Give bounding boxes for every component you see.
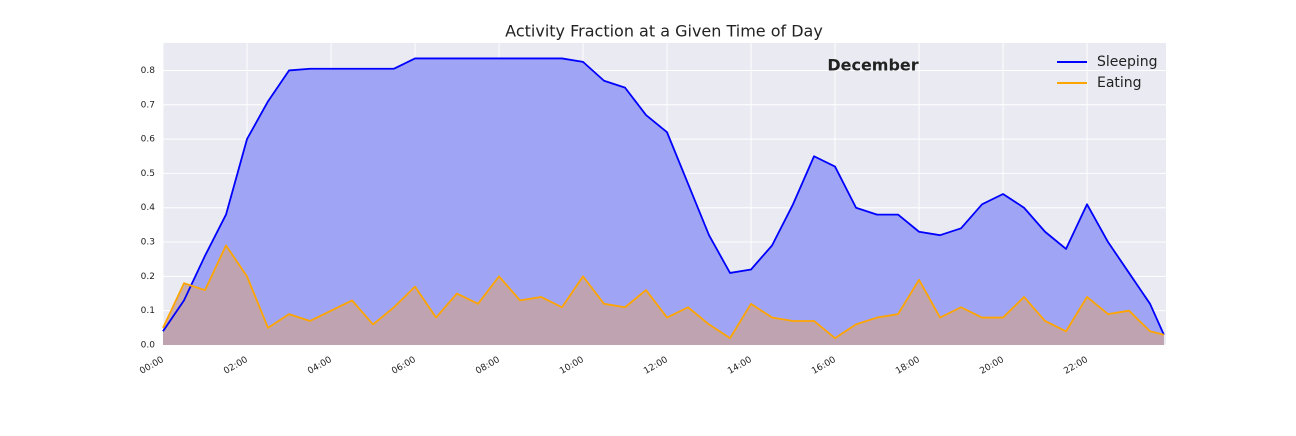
annotation: December	[827, 56, 918, 75]
y-tick-label: 0.5	[141, 169, 155, 179]
y-tick-label: 0.1	[141, 306, 155, 316]
series-line	[162, 244, 1165, 340]
x-tick-label: 20:00	[978, 355, 1006, 377]
y-tick-label: 0.3	[141, 238, 155, 248]
series-line	[162, 57, 1165, 336]
x-tick-label: 06:00	[390, 355, 418, 377]
x-tick-label: 16:00	[810, 355, 838, 377]
legend-label: Sleeping	[1097, 54, 1158, 70]
x-tick-label: 18:00	[894, 355, 922, 377]
x-tick-label: 00:00	[138, 355, 166, 377]
y-tick-label: 0.2	[141, 272, 155, 282]
x-tick-label: 22:00	[1062, 355, 1090, 377]
x-tick-label: 08:00	[474, 355, 502, 377]
x-tick-label: 12:00	[642, 355, 670, 377]
chart-title: Activity Fraction at a Given Time of Day	[505, 22, 823, 41]
legend-label: Eating	[1097, 75, 1142, 91]
y-tick-label: 0.4	[141, 203, 156, 213]
legend: Sleeping Eating	[1057, 54, 1158, 91]
marks	[162, 57, 1165, 346]
area-fill	[163, 58, 1164, 346]
y-tick-label: 0.0	[141, 341, 156, 351]
area-fill	[163, 245, 1164, 345]
x-tick-label: 10:00	[558, 355, 586, 377]
x-tick-label: 04:00	[306, 355, 334, 377]
x-tick-label: 14:00	[726, 355, 754, 377]
x-tick-label: 02:00	[222, 355, 250, 377]
y-tick-label: 0.8	[141, 66, 156, 76]
y-tick-label: 0.7	[141, 100, 155, 110]
y-tick-label: 0.6	[141, 135, 156, 145]
